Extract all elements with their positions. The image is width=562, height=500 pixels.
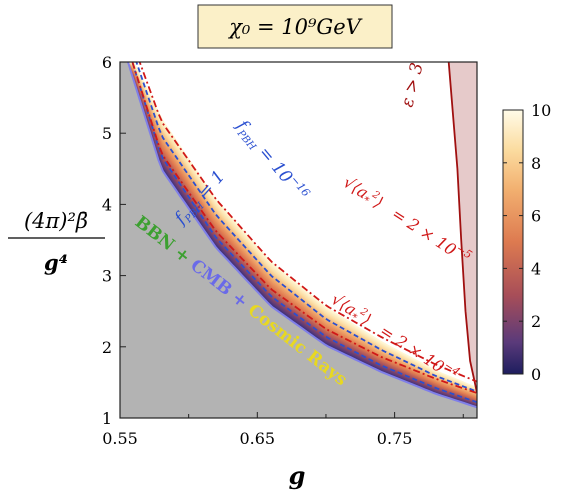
- contour-1: [135, 62, 477, 393]
- colorbar-tick-label: 10: [531, 101, 551, 120]
- x-tick-label: 0.55: [102, 429, 138, 448]
- y-axis-label-denominator: g⁴: [44, 250, 68, 275]
- contour-2: [131, 62, 477, 394]
- x-axis-label: g: [289, 461, 306, 490]
- y-tick-label: 1: [102, 409, 112, 428]
- colorbar-ticks: 0 2 4 6 8 10: [503, 101, 551, 384]
- colorbar-tick-label: 6: [531, 207, 541, 226]
- y-tick-label: 3: [102, 267, 112, 286]
- chart-title: χ₀ = 10⁹GeV: [227, 15, 362, 39]
- contour-3: [138, 62, 477, 383]
- colorbar-tick-label: 8: [531, 154, 541, 173]
- excluded-region-edge: [127, 62, 477, 409]
- y-tick-label: 6: [102, 53, 112, 72]
- plot-frame: [119, 61, 478, 419]
- colorbar-tick-label: 0: [531, 365, 541, 384]
- epsilon-region-edge: [447, 62, 477, 394]
- colorbar-tick-label: 2: [531, 312, 541, 331]
- axis-ticks: 0.55 0.65 0.75 1 2 3 4 5 6: [102, 53, 464, 448]
- colorbar: [502, 109, 524, 375]
- y-axis-label-numerator: (4π)²β̄: [24, 209, 88, 233]
- contour-lines: [131, 62, 477, 404]
- y-tick-label: 2: [102, 338, 112, 357]
- contour-0: [131, 62, 477, 404]
- y-tick-label: 5: [102, 124, 112, 143]
- title-box: [197, 4, 393, 49]
- y-tick-label: 4: [102, 195, 112, 214]
- excluded-region: [120, 62, 477, 418]
- colorbar-tick-label: 4: [531, 259, 541, 278]
- x-tick-label: 0.75: [377, 429, 413, 448]
- x-tick-label: 0.65: [239, 429, 275, 448]
